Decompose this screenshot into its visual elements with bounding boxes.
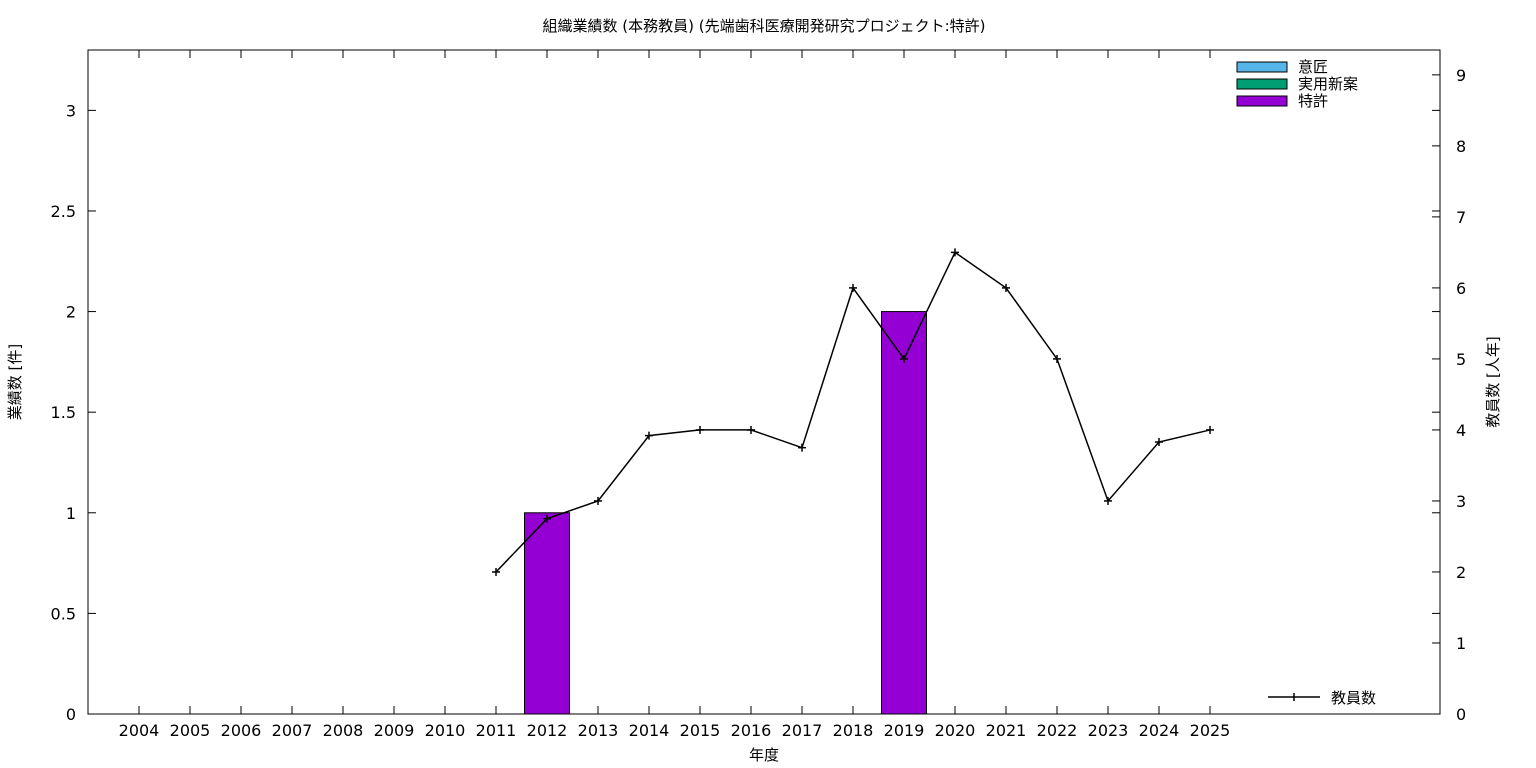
line-point	[1104, 496, 1112, 505]
x-tick-label: 2011	[476, 721, 517, 740]
x-tick-label: 2021	[986, 721, 1027, 740]
line-point	[1155, 438, 1163, 447]
y-tick-label: 1.5	[51, 403, 76, 422]
y2-tick-label: 6	[1456, 279, 1466, 298]
x-tick-label: 2015	[680, 721, 721, 740]
bar	[881, 311, 927, 715]
x-tick-label: 2023	[1088, 721, 1129, 740]
y-tick-label: 3	[66, 101, 76, 120]
line-point	[492, 567, 500, 576]
y-tick-label: 0	[66, 705, 76, 724]
chart-title: 組織業績数 (本務教員) (先端歯科医療開発研究プロジェクト:特許)	[542, 17, 985, 35]
x-tick-label: 2024	[1139, 721, 1180, 740]
legend-label: 実用新案	[1298, 75, 1358, 93]
y-tick-label: 2.5	[51, 202, 76, 221]
y2-axis: 0 1 2 3 4 5 6 7 8 9	[1432, 66, 1466, 724]
x-tick-label: 2017	[782, 721, 823, 740]
legend-label: 意匠	[1298, 58, 1328, 76]
y2-tick-label: 7	[1456, 208, 1466, 227]
x-tick-label: 2020	[935, 721, 976, 740]
y2-tick-label: 2	[1456, 563, 1466, 582]
line-point	[1053, 354, 1061, 363]
x-tick-label: 2022	[1037, 721, 1078, 740]
legend-line-label: 教員数	[1331, 689, 1376, 707]
plot-frame	[87, 49, 1441, 715]
y2-tick-label: 5	[1456, 350, 1466, 369]
x-tick-label: 2008	[323, 721, 364, 740]
line-point	[747, 425, 755, 434]
x-tick-label: 2010	[425, 721, 466, 740]
line-point	[543, 514, 551, 523]
y-axis-label: 業績数 [件]	[6, 344, 24, 420]
y2-tick-label: 0	[1456, 705, 1466, 724]
line-series	[492, 248, 1214, 576]
legend-swatch	[1236, 61, 1288, 73]
line-point	[900, 354, 908, 363]
y-axis: 0 0.5 1 1.5 2 2.5 3	[51, 101, 1440, 724]
legend-label: 特許	[1298, 92, 1328, 110]
line-point	[1002, 283, 1010, 292]
line-point	[645, 431, 653, 440]
x-tick-label: 2016	[731, 721, 772, 740]
x-tick-label: 2018	[833, 721, 874, 740]
y-tick-label: 1	[66, 504, 76, 523]
bar-series	[524, 311, 927, 715]
y2-tick-label: 1	[1456, 634, 1466, 653]
x-tick-label: 2006	[221, 721, 262, 740]
x-tick-label: 2014	[629, 721, 670, 740]
legend-line: 教員数	[1268, 689, 1376, 707]
y2-tick-label: 9	[1456, 66, 1466, 85]
line-point	[1206, 425, 1214, 434]
x-tick-label: 2019	[884, 721, 925, 740]
x-axis: 2004 2005 2006 2007 2008 2009 2010 2011 2012 2013…	[119, 50, 1231, 740]
x-tick-label: 2009	[374, 721, 415, 740]
line-path	[495, 251, 1211, 573]
x-tick-label: 2007	[272, 721, 313, 740]
line-point	[594, 496, 602, 505]
y-tick-label: 0.5	[51, 604, 76, 623]
legend-swatch	[1236, 95, 1288, 107]
line-point	[696, 425, 704, 434]
legend-swatch	[1236, 78, 1288, 90]
y2-tick-label: 4	[1456, 421, 1466, 440]
y2-axis-label: 教員数 [人年]	[1484, 336, 1502, 427]
y2-tick-label: 8	[1456, 137, 1466, 156]
line-point	[798, 443, 806, 452]
y-tick-label: 2	[66, 303, 76, 322]
x-tick-label: 2025	[1190, 721, 1231, 740]
line-point	[849, 283, 857, 292]
x-tick-label: 2005	[170, 721, 211, 740]
x-tick-label: 2012	[527, 721, 568, 740]
x-axis-label: 年度	[749, 746, 779, 764]
line-point	[951, 248, 959, 257]
bar	[524, 512, 570, 715]
x-tick-label: 2013	[578, 721, 619, 740]
x-tick-label: 2004	[119, 721, 160, 740]
y2-tick-label: 3	[1456, 492, 1466, 511]
